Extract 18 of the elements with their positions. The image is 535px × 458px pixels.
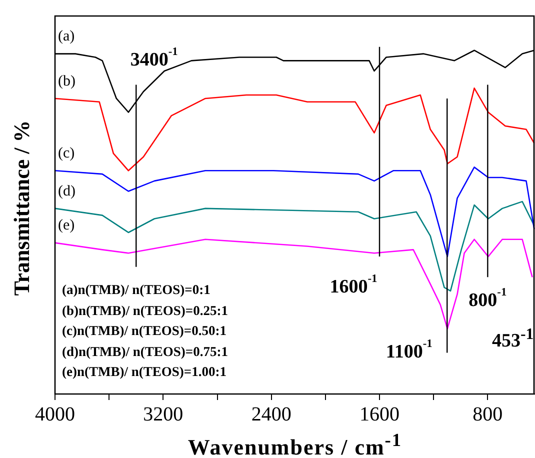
series-label: (a) xyxy=(58,28,75,45)
annotation: 453$^{-1}$ xyxy=(492,326,534,352)
series-label: (b) xyxy=(58,73,76,90)
x-tick-label: 800 xyxy=(472,403,503,426)
x-tick-label: 3200 xyxy=(143,403,184,426)
x-tick-label: 1600 xyxy=(360,403,400,426)
annotation: (a)n(TMB)/ n(TEOS)=0:1 xyxy=(62,281,212,299)
annotation: (b)n(TMB)/ n(TEOS)=0.25:1 xyxy=(62,302,228,320)
annotation: (c)n(TMB)/ n(TEOS)=0.50:1 xyxy=(62,322,228,340)
series-label: (d) xyxy=(58,183,76,200)
x-tick-label: 4000 xyxy=(35,403,75,426)
annotation: (e)n(TMB)/ n(TEOS)=1.00:1 xyxy=(62,363,228,381)
series-label: (e) xyxy=(58,218,75,234)
x-axis-title: Wavenumbers / cm$^{-1}$ xyxy=(186,430,404,458)
y-axis-title: Transmittance / % xyxy=(9,120,35,296)
annotation: (d)n(TMB)/ n(TEOS)=0.75:1 xyxy=(62,342,228,361)
series-label: (c) xyxy=(58,146,75,162)
x-tick-label: 2400 xyxy=(251,403,292,426)
